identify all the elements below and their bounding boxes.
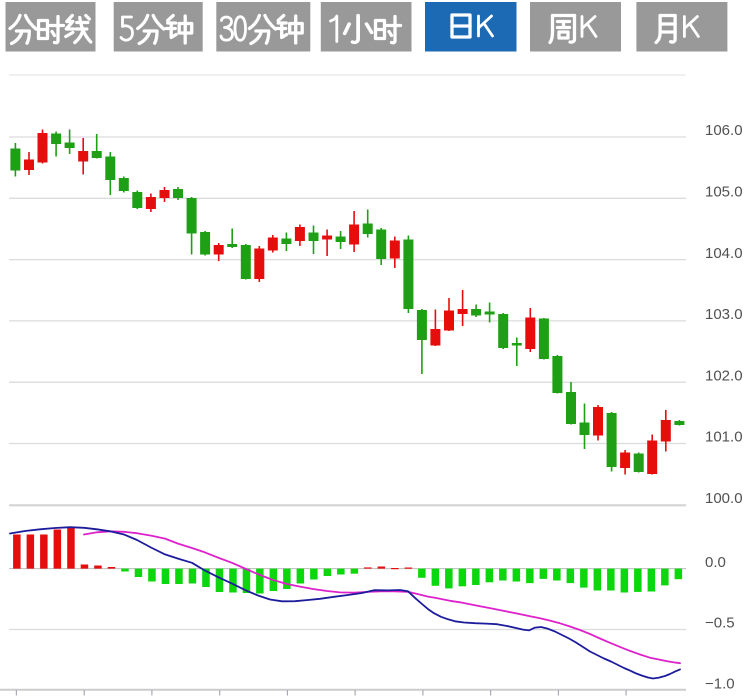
svg-text:−0.5: −0.5 <box>705 615 735 632</box>
svg-text:−1.0: −1.0 <box>705 676 735 693</box>
svg-text:102.0: 102.0 <box>705 367 743 384</box>
svg-text:106.0: 106.0 <box>705 122 743 139</box>
svg-text:105.0: 105.0 <box>705 184 743 201</box>
svg-text:103.0: 103.0 <box>705 306 743 323</box>
svg-text:104.0: 104.0 <box>705 245 743 262</box>
svg-text:0.0: 0.0 <box>705 554 726 571</box>
svg-text:101.0: 101.0 <box>705 429 743 446</box>
svg-text:100.0: 100.0 <box>705 490 743 507</box>
